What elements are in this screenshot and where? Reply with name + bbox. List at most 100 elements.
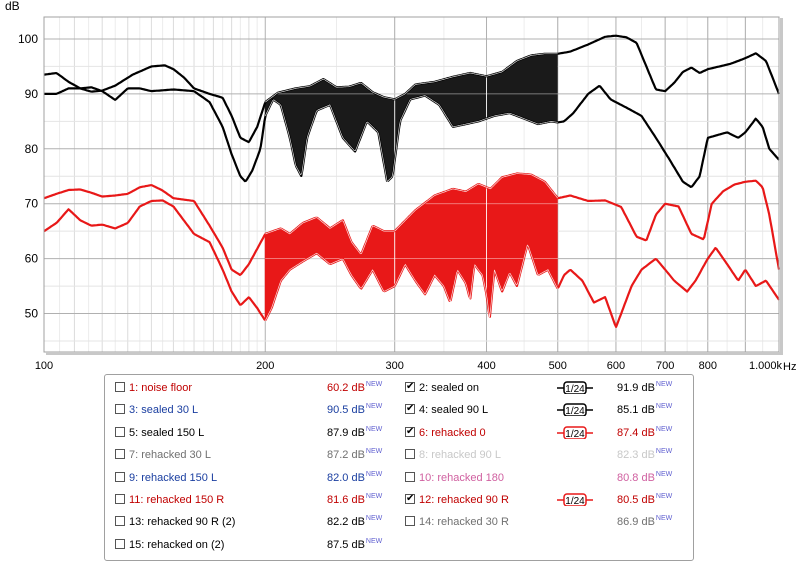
legend-item[interactable]: 1: noise floor 60.2 dBNEW (115, 380, 395, 396)
new-badge: NEW (655, 515, 673, 523)
legend-item[interactable]: 8: rehacked 90 L 82.3 dBNEW (405, 447, 685, 463)
legend-checkbox[interactable]: ✔ (405, 381, 415, 392)
legend-item-value: 85.1 dBNEW (617, 403, 673, 417)
legend-checkbox[interactable]: ✔ (405, 493, 415, 504)
new-badge: NEW (365, 448, 383, 456)
legend-item-label: 6: rehacked 0 (419, 426, 486, 439)
legend-item-label: 1: noise floor (129, 382, 192, 394)
legend-item-label: 9: rehacked 150 L (129, 471, 218, 484)
x-tick-label: 400 (477, 360, 495, 372)
series-line-highlight (264, 244, 559, 321)
new-badge: NEW (365, 493, 383, 500)
legend-checkbox[interactable] (405, 516, 415, 527)
series-line-highlight (264, 95, 558, 183)
smoothing-indicator-icon[interactable]: 1/24 (557, 493, 593, 506)
smoothing-indicator-icon[interactable]: 1/24 (557, 403, 593, 417)
legend-item-value: 91.9 dBNEW (617, 381, 673, 394)
legend-item[interactable]: ✔ 12: rehacked 90 R 1/24 80.5 dBNEW (405, 492, 685, 508)
legend-item[interactable]: 11: rehacked 150 R 81.6 dBNEW (115, 492, 395, 508)
new-badge: NEW (365, 537, 383, 545)
new-badge: NEW (365, 470, 383, 478)
legend-checkbox[interactable] (115, 516, 125, 527)
new-badge: NEW (365, 403, 383, 411)
legend-checkbox[interactable] (115, 538, 125, 549)
new-badge: NEW (655, 403, 673, 411)
plot-frame-shadow-bottom (46, 352, 783, 355)
legend-item[interactable]: 5: sealed 150 L 87.9 dBNEW (115, 425, 395, 441)
smoothing-indicator-icon[interactable]: 1/24 (557, 381, 593, 394)
x-tick-label: 1.000k (749, 360, 783, 372)
legend-checkbox[interactable] (115, 471, 125, 482)
legend-item-label: 8: rehacked 90 L (419, 449, 501, 462)
legend-checkbox[interactable] (115, 426, 125, 437)
legend-item-value: 87.4 dBNEW (617, 425, 673, 439)
difference-fill (265, 53, 558, 182)
smoothing-label: 1/24 (565, 406, 585, 416)
x-tick-label: 500 (549, 360, 567, 372)
legend-item[interactable]: ✔ 2: sealed on 1/24 91.9 dBNEW (405, 380, 685, 396)
legend-checkbox[interactable]: ✔ (405, 425, 415, 437)
legend-item[interactable]: 15: rehacked on (2) 87.5 dBNEW (115, 537, 395, 553)
legend-item-value: 80.8 dBNEW (617, 470, 673, 484)
legend-item[interactable]: ✔ 6: rehacked 0 1/24 87.4 dBNEW (405, 425, 685, 441)
legend-item-label: 13: rehacked 90 R (2) (129, 516, 236, 529)
plot-background (44, 17, 779, 352)
legend-item[interactable]: 7: rehacked 30 L 87.2 dBNEW (115, 447, 395, 463)
legend-checkbox[interactable] (115, 494, 125, 504)
legend-checkbox[interactable] (115, 382, 125, 392)
new-badge: NEW (365, 425, 383, 433)
legend-item-label: 7: rehacked 30 L (129, 449, 211, 462)
legend-item[interactable]: 10: rehacked 180 80.8 dBNEW (405, 470, 685, 486)
legend-item-label: 3: sealed 30 L (129, 404, 199, 417)
x-tick-labels: 100 200 300 400 500 600 700 800 1.000k (35, 360, 783, 372)
legend-item[interactable]: ✔ 4: sealed 90 L 1/24 85.1 dBNEW (405, 402, 685, 418)
y-tick-label: 70 (25, 197, 39, 211)
legend-checkbox[interactable] (115, 449, 125, 460)
x-tick-label: 800 (699, 360, 717, 372)
new-badge: NEW (655, 381, 673, 388)
y-tick-label: 80 (25, 142, 39, 156)
legend-checkbox[interactable] (405, 449, 415, 460)
y-tick-label: 100 (18, 32, 38, 46)
legend-panel: 1: noise floor 60.2 dBNEW ✔ 2: sealed on 1/2… (104, 374, 694, 561)
x-tick-label: 200 (256, 360, 274, 372)
new-badge: NEW (365, 381, 383, 388)
legend-item[interactable]: 9: rehacked 150 L 82.0 dBNEW (115, 470, 395, 486)
legend-item-value: 80.5 dBNEW (617, 493, 673, 506)
legend-item-value: 82.3 dBNEW (617, 448, 673, 462)
new-badge: NEW (655, 448, 673, 456)
legend-item-value: 81.6 dBNEW (327, 493, 383, 506)
smoothing-label: 1/24 (565, 384, 585, 394)
legend-item[interactable]: 14: rehacked 30 R 86.9 dBNEW (405, 514, 685, 530)
legend-checkbox[interactable]: ✔ (405, 403, 415, 415)
legend-item-label: 10: rehacked 180 (419, 471, 505, 484)
frequency-response-chart: dB Hz 100 90 80 70 60 50 100 200 300 400 500 600 70… (5, 0, 796, 372)
legend-checkbox[interactable] (405, 471, 415, 482)
legend-checkbox[interactable] (115, 404, 125, 415)
legend-item-value: 90.5 dBNEW (327, 403, 383, 417)
legend-item-label: 2: sealed on (419, 382, 479, 394)
legend-item-value: 60.2 dBNEW (327, 381, 383, 394)
series-line-highlight (265, 173, 558, 255)
legend-item[interactable]: 13: rehacked 90 R (2) 82.2 dBNEW (115, 514, 395, 530)
y-axis-label: dB (5, 0, 20, 13)
new-badge: NEW (365, 515, 383, 523)
y-tick-label: 90 (25, 87, 39, 101)
y-tick-label: 50 (25, 307, 39, 321)
legend-item-label: 5: sealed 150 L (129, 426, 205, 439)
legend-item[interactable]: 3: sealed 30 L 90.5 dBNEW (115, 402, 395, 418)
smoothing-indicator-icon[interactable]: 1/24 (557, 426, 593, 439)
x-tick-label: 700 (656, 360, 674, 372)
legend-item-value: 82.0 dBNEW (327, 470, 383, 484)
legend-item-value: 82.2 dBNEW (327, 515, 383, 529)
new-badge: NEW (655, 493, 673, 500)
smoothing-label: 1/24 (565, 429, 585, 439)
legend-item-value: 87.5 dBNEW (327, 537, 383, 551)
smoothing-box (563, 403, 587, 417)
y-tick-labels: 100 90 80 70 60 50 (18, 32, 38, 321)
smoothing-box (563, 381, 587, 394)
legend-item-label: 12: rehacked 90 R (419, 494, 509, 506)
y-tick-label: 60 (25, 252, 39, 266)
legend-item-label: 4: sealed 90 L (419, 404, 489, 417)
series-line-highlight (265, 53, 558, 103)
